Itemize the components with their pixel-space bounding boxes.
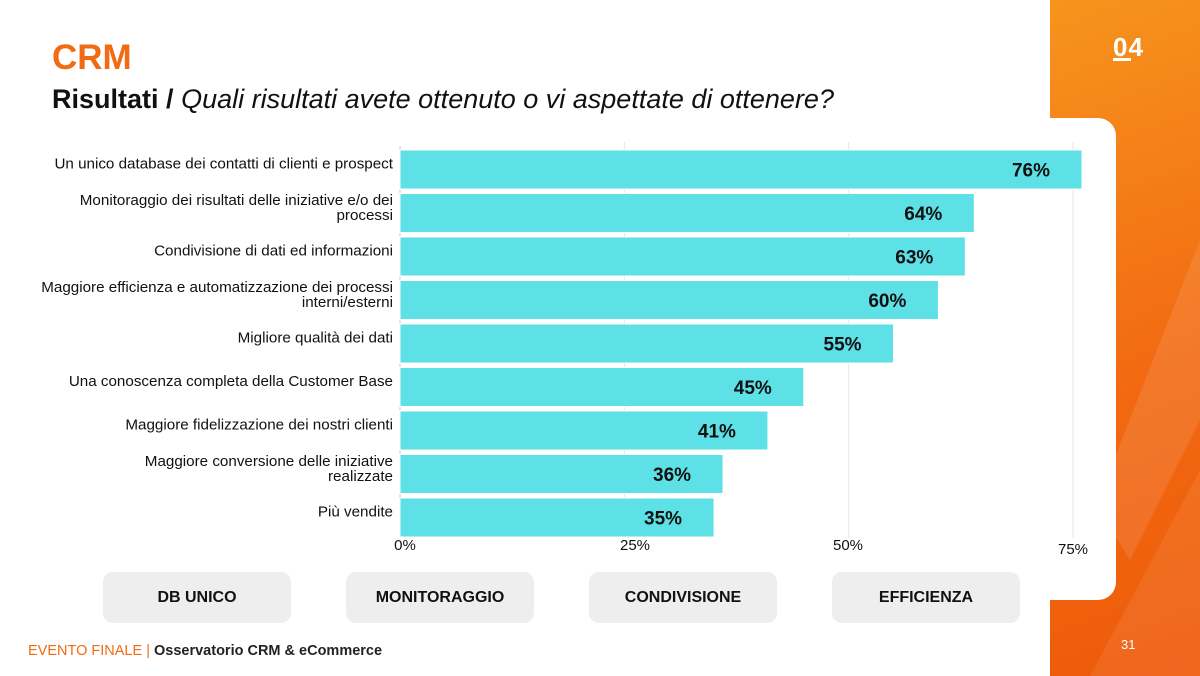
category-label: Un unico database dei contatti di client… xyxy=(54,156,393,173)
bar-value-label: 55% xyxy=(824,335,862,356)
footer-event: EVENTO FINALE xyxy=(28,643,143,659)
category-label: Una conoscenza completa della Customer B… xyxy=(69,373,393,390)
tag-condivisione[interactable]: CONDIVISIONE xyxy=(589,572,777,623)
bar xyxy=(399,236,966,277)
x-tick-label: 50% xyxy=(833,537,863,554)
x-tick-label: 75% xyxy=(1058,541,1088,558)
footer: EVENTO FINALE | Osservatorio CRM & eComm… xyxy=(28,643,382,659)
bar-value-label: 35% xyxy=(644,509,682,530)
category-label: realizzate xyxy=(328,468,393,485)
bar xyxy=(399,193,975,233)
category-label: Maggiore conversione delle iniziative xyxy=(145,453,393,470)
footer-observatory: Osservatorio CRM & eCommerce xyxy=(154,643,383,659)
subtitle-separator: / xyxy=(166,84,174,114)
page-title: CRM xyxy=(52,38,132,77)
footer-separator: | xyxy=(146,643,150,659)
bar xyxy=(399,280,939,320)
bar-value-label: 64% xyxy=(904,204,942,225)
category-label: Maggiore fidelizzazione dei nostri clien… xyxy=(125,417,393,434)
x-tick-label: 25% xyxy=(620,537,650,554)
category-label: Più vendite xyxy=(318,504,393,521)
bar-value-label: 36% xyxy=(653,465,691,486)
category-label: Maggiore efficienza e automatizzazione d… xyxy=(41,279,393,296)
tag-efficienza[interactable]: EFFICIENZA xyxy=(832,572,1020,623)
bar-value-label: 45% xyxy=(734,378,772,399)
category-label: Condivisione di dati ed informazioni xyxy=(154,243,393,260)
category-label: Monitoraggio dei risultati delle iniziat… xyxy=(80,192,393,209)
subtitle-question: Quali risultati avete ottenuto o vi aspe… xyxy=(181,84,834,114)
bar xyxy=(399,149,1083,190)
category-label: interni/esterni xyxy=(302,294,393,311)
bar xyxy=(399,497,715,538)
category-label: Migliore qualità dei dati xyxy=(238,330,393,347)
bar xyxy=(399,454,724,494)
bar-value-label: 76% xyxy=(1012,161,1050,182)
bar-value-label: 63% xyxy=(895,248,933,269)
section-number: 04 xyxy=(1113,32,1144,62)
bar-value-label: 60% xyxy=(868,291,906,312)
subtitle-lead: Risultati xyxy=(52,84,159,114)
tag-monitoraggio[interactable]: MONITORAGGIO xyxy=(346,572,534,623)
tag-db-unico[interactable]: DB UNICO xyxy=(103,572,291,623)
page-number: 31 xyxy=(1121,637,1136,652)
x-tick-label: 0% xyxy=(394,537,416,554)
bar xyxy=(399,323,895,364)
bar-value-label: 41% xyxy=(698,422,736,443)
category-label: processi xyxy=(336,207,393,224)
bar xyxy=(399,410,769,451)
bar xyxy=(399,367,805,407)
page-subtitle: Risultati / Quali risultati avete ottenu… xyxy=(52,84,834,115)
